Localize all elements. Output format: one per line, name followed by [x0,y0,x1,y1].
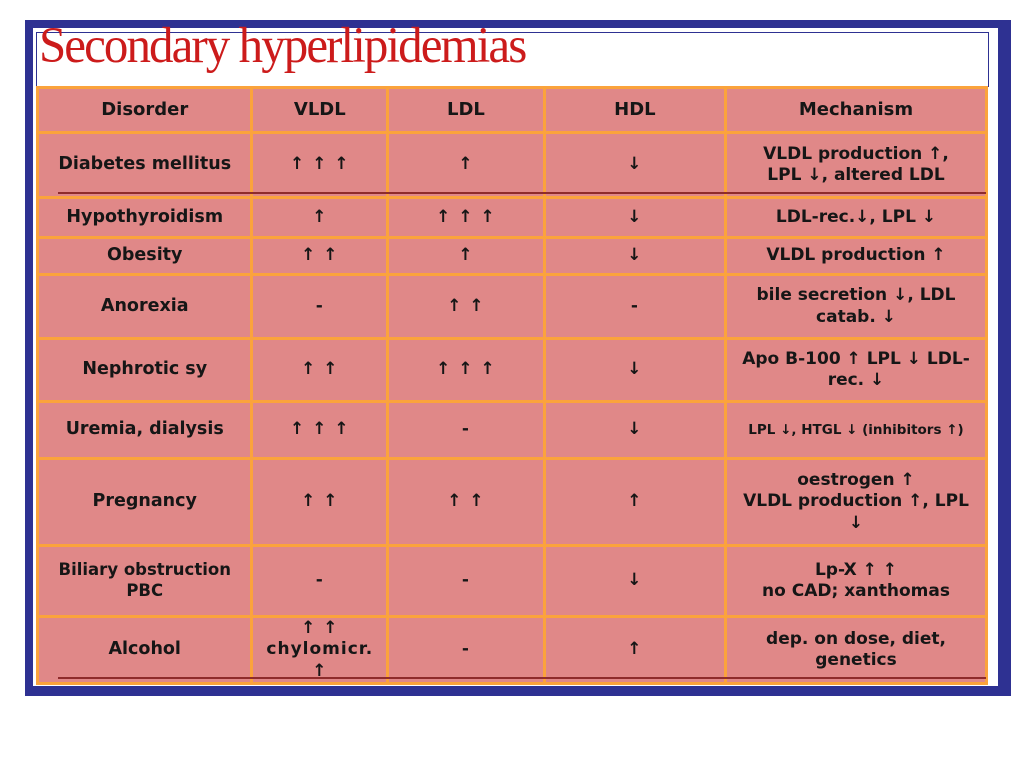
cell-ldl: ↑ ↑ ↑ [386,337,546,403]
cell-ldl: ↑ [386,236,546,276]
table-row-obesity: Obesity ↑ ↑ ↑ ↓ VLDL production ↑ [35,236,988,276]
cell-disorder: Anorexia [35,273,254,340]
cell-disorder: Diabetes mellitus [35,131,254,199]
cell-ldl: - [386,615,546,685]
cell-disorder: Hypothyroidism [35,196,254,239]
cell-ldl: ↑ [386,131,546,199]
cell-vldl: ↑ ↑ chylomicr. ↑ [250,615,390,685]
table-header-row: Disorder VLDL LDL HDL Mechanism [35,86,988,134]
cell-hdl: ↓ [542,131,728,199]
column-header-mechanism: Mechanism [724,86,988,134]
cell-hdl: ↑ [542,457,728,547]
cell-mechanism: dep. on dose, diet, genetics [724,615,988,685]
slide-title: Secondary hyperlipidemias [39,18,527,74]
cell-mechanism: bile secretion ↓, LDL catab. ↓ [724,273,988,340]
cell-disorder: Obesity [35,236,254,276]
cell-hdl: ↓ [542,196,728,239]
cell-hdl: ↓ [542,544,728,618]
cell-disorder: Biliary obstruction PBC [35,544,254,618]
cell-mechanism: LDL-rec.↓, LPL ↓ [724,196,988,239]
cell-mechanism: oestrogen ↑ VLDL production ↑, LPL ↓ [724,457,988,547]
table-row-anorexia: Anorexia - ↑ ↑ - bile secretion ↓, LDL c… [35,273,988,340]
cell-vldl: ↑ ↑ ↑ [250,400,390,460]
column-header-ldl: LDL [386,86,546,134]
table-row-alcohol: Alcohol ↑ ↑ chylomicr. ↑ - ↑ dep. on dos… [35,615,988,685]
cell-mechanism: VLDL production ↑ [724,236,988,276]
column-header-hdl: HDL [542,86,728,134]
cell-vldl: ↑ ↑ ↑ [250,131,390,199]
cell-disorder: Nephrotic sy [35,337,254,403]
slide-border-frame [25,20,1011,696]
cell-disorder: Alcohol [35,615,254,685]
cell-hdl: ↓ [542,400,728,460]
cell-vldl: - [250,544,390,618]
divider-line-table-bottom [58,677,986,679]
table-row-diabetes: Diabetes mellitus ↑ ↑ ↑ ↑ ↓ VLDL product… [35,131,988,199]
cell-vldl: ↑ [250,196,390,239]
cell-ldl: ↑ ↑ ↑ [386,196,546,239]
cell-vldl: ↑ ↑ [250,236,390,276]
cell-vldl: - [250,273,390,340]
cell-mechanism: LPL ↓, HTGL ↓ (inhibitors ↑) [724,400,988,460]
table-row-hypothyroidism: Hypothyroidism ↑ ↑ ↑ ↑ ↓ LDL-rec.↓, LPL … [35,196,988,239]
table-row-biliary: Biliary obstruction PBC - - ↓ Lp-X ↑ ↑ n… [35,544,988,618]
cell-ldl: ↑ ↑ [386,457,546,547]
cell-disorder: Pregnancy [35,457,254,547]
cell-ldl: - [386,400,546,460]
cell-hdl: - [542,273,728,340]
table-row-pregnancy: Pregnancy ↑ ↑ ↑ ↑ ↑ oestrogen ↑ VLDL pro… [35,457,988,547]
title-placeholder-border [36,32,989,87]
cell-ldl: ↑ ↑ [386,273,546,340]
cell-hdl: ↓ [542,236,728,276]
cell-vldl: ↑ ↑ [250,337,390,403]
cell-mechanism: Lp-X ↑ ↑ no CAD; xanthomas [724,544,988,618]
table-row-uremia: Uremia, dialysis ↑ ↑ ↑ - ↓ LPL ↓, HTGL ↓… [35,400,988,460]
hyperlipidemia-table-container: Disorder VLDL LDL HDL Mechanism Diabetes… [35,86,988,685]
cell-hdl: ↑ [542,615,728,685]
divider-line-under-diabetes-row [58,192,986,194]
cell-hdl: ↓ [542,337,728,403]
cell-vldl: ↑ ↑ [250,457,390,547]
hyperlipidemia-table: Disorder VLDL LDL HDL Mechanism Diabetes… [35,86,988,685]
table-row-nephrotic: Nephrotic sy ↑ ↑ ↑ ↑ ↑ ↓ Apo B-100 ↑ LPL… [35,337,988,403]
column-header-disorder: Disorder [35,86,254,134]
cell-mechanism: Apo B-100 ↑ LPL ↓ LDL- rec. ↓ [724,337,988,403]
cell-ldl: - [386,544,546,618]
column-header-vldl: VLDL [250,86,390,134]
cell-mechanism: VLDL production ↑, LPL ↓, altered LDL [724,131,988,199]
cell-disorder: Uremia, dialysis [35,400,254,460]
